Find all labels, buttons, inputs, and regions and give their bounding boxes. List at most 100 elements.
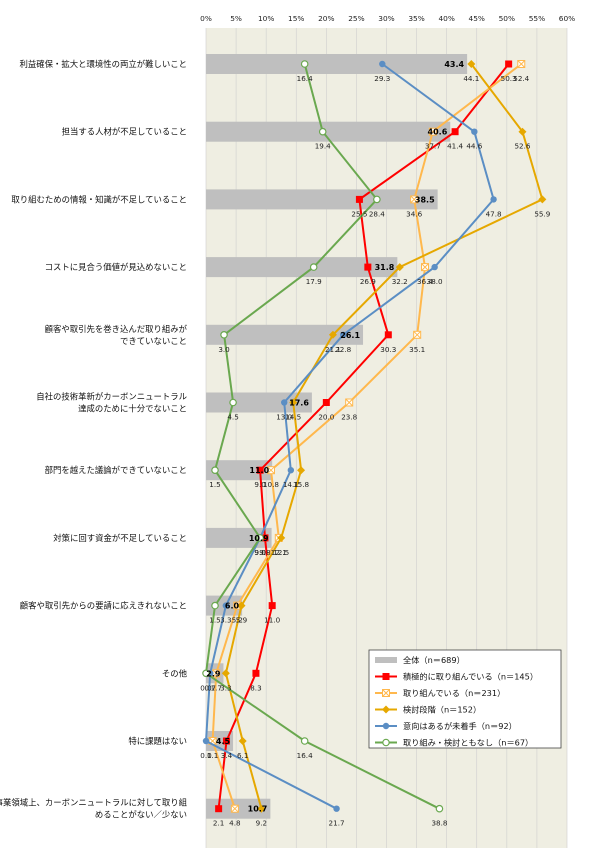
data-label: 55.9 bbox=[534, 209, 550, 218]
data-point bbox=[229, 398, 237, 407]
x-tick-label: 50% bbox=[499, 14, 515, 23]
data-label: 25.5 bbox=[351, 209, 367, 218]
data-point bbox=[277, 533, 286, 542]
category-label: 顧客や取引先を巻き込んだ取り組みが bbox=[45, 324, 188, 334]
bar bbox=[206, 54, 468, 74]
data-point bbox=[379, 60, 386, 68]
data-point bbox=[382, 705, 390, 714]
data-point-cross bbox=[233, 601, 242, 610]
data-label: 0.0 bbox=[200, 751, 212, 760]
bar-value-label: 10.7 bbox=[248, 805, 268, 814]
category-label: 顧客や取引先からの要請に応えきれないこと bbox=[20, 601, 187, 611]
data-point bbox=[252, 669, 260, 677]
data-point bbox=[256, 466, 264, 474]
data-point-cross bbox=[345, 398, 354, 407]
data-label: 8.3 bbox=[250, 683, 261, 692]
bar bbox=[206, 121, 451, 142]
data-label: 11.0 bbox=[264, 616, 280, 625]
data-point bbox=[237, 601, 246, 610]
data-label: 41.4 bbox=[447, 142, 463, 151]
x-tick-label: 5% bbox=[230, 14, 242, 23]
data-point bbox=[364, 263, 372, 271]
data-label: 52.4 bbox=[513, 74, 529, 83]
legend-item: 全体（n＝689） bbox=[375, 655, 465, 665]
data-label: 28.4 bbox=[369, 209, 385, 218]
data-label: 1.1 bbox=[207, 751, 218, 760]
data-point bbox=[395, 263, 404, 272]
series-path bbox=[224, 63, 544, 809]
data-label: 14.5 bbox=[285, 413, 301, 422]
data-label: 38.8 bbox=[431, 819, 447, 828]
data-label: 4.8 bbox=[229, 819, 241, 828]
data-point bbox=[256, 534, 264, 542]
data-point bbox=[297, 466, 306, 475]
category-labels: 利益確保・拡大と環境性の両立が難しいこと担当する人材が不足していること取り組むた… bbox=[0, 59, 188, 820]
data-point bbox=[257, 804, 266, 813]
series-line bbox=[202, 60, 444, 813]
category-label: 担当する人材が不足していること bbox=[62, 127, 187, 137]
category-label: 取り組むための情報・知識が不足していること bbox=[11, 194, 187, 204]
bar-value-label: 40.6 bbox=[428, 128, 448, 137]
data-label: 5.2 bbox=[232, 616, 243, 625]
legend-box bbox=[368, 649, 562, 749]
bar-value-label: 2.9 bbox=[206, 669, 221, 678]
data-point bbox=[309, 263, 318, 271]
data-label: 1.7 bbox=[211, 683, 222, 692]
data-label: 44.6 bbox=[466, 142, 482, 151]
series-path bbox=[204, 63, 495, 810]
data-label: 9.0 bbox=[254, 548, 266, 557]
legend-item: 意向はあるが未着手（n＝92） bbox=[375, 721, 517, 731]
data-point bbox=[431, 263, 438, 271]
data-label: 32.2 bbox=[392, 277, 408, 286]
data-point bbox=[382, 673, 390, 680]
data-label: 12.1 bbox=[271, 548, 287, 557]
data-label: 50.3 bbox=[501, 74, 517, 83]
series-line bbox=[221, 60, 547, 813]
data-label: 5.9 bbox=[236, 616, 248, 625]
data-label: 6.1 bbox=[237, 751, 248, 760]
legend-item: 取り組んでいる（n＝231） bbox=[375, 688, 505, 698]
data-point-cross bbox=[267, 466, 275, 475]
data-label: 0.0 bbox=[200, 683, 212, 692]
data-label: 21.1 bbox=[325, 345, 341, 354]
data-label: 9.0 bbox=[254, 548, 266, 557]
x-tick-label: 30% bbox=[378, 14, 394, 23]
data-point bbox=[322, 399, 330, 406]
data-label: 22.8 bbox=[335, 345, 351, 354]
data-point bbox=[202, 669, 210, 678]
data-point-cross bbox=[428, 127, 437, 136]
bar bbox=[206, 257, 398, 278]
data-point bbox=[382, 722, 390, 730]
data-point bbox=[382, 738, 390, 747]
legend-label: 全体（n＝689） bbox=[403, 655, 465, 665]
data-label: 3.4 bbox=[221, 751, 233, 760]
data-point-cross bbox=[517, 60, 526, 68]
data-point bbox=[281, 399, 288, 406]
data-point bbox=[538, 195, 547, 204]
legend-item: 検討段階（n＝152） bbox=[375, 705, 481, 715]
data-label: 14.1 bbox=[283, 480, 299, 489]
series-path bbox=[217, 63, 510, 809]
x-tick-label: 55% bbox=[529, 14, 545, 23]
data-point bbox=[268, 602, 276, 610]
legend-swatch bbox=[375, 657, 397, 663]
data-point bbox=[333, 805, 340, 812]
data-point-cross bbox=[382, 689, 390, 697]
data-label: 37.7 bbox=[425, 142, 441, 151]
data-point bbox=[300, 60, 309, 68]
data-label: 20.0 bbox=[318, 413, 334, 422]
x-tick-label: 45% bbox=[469, 14, 485, 23]
bar-series bbox=[206, 54, 468, 819]
category-label: 利益確保・拡大と環境性の両立が難しいこと bbox=[20, 59, 188, 69]
x-tick-label: 35% bbox=[408, 14, 424, 23]
data-label: 21.7 bbox=[329, 819, 345, 828]
data-point bbox=[518, 127, 527, 136]
category-label: 部門を越えた議論ができていないこと bbox=[45, 465, 187, 475]
x-axis-ticks: 0% 5% 10% 15% 20% 25% 30% 35% 40% 45% 50% 55% 60% bbox=[200, 14, 575, 23]
legend-item: 取り組み・検討ともなし（n＝67） bbox=[375, 738, 533, 748]
data-point bbox=[490, 196, 497, 203]
series-line bbox=[208, 60, 526, 813]
data-label: 35.1 bbox=[409, 345, 425, 354]
data-label: 44.1 bbox=[463, 74, 479, 83]
data-label: 38.0 bbox=[427, 277, 443, 286]
